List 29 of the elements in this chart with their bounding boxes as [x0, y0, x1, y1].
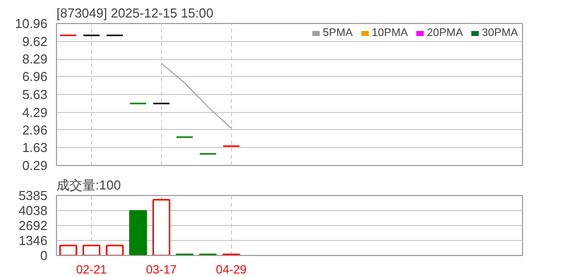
- y-tick-label: 6.96: [22, 69, 48, 84]
- y-tick-label: 5.63: [22, 86, 48, 102]
- bar: [106, 244, 124, 256]
- y-tick-label: 2692: [18, 218, 48, 234]
- chart-title: 成交量:100: [56, 178, 121, 192]
- y-tick-label: 9.62: [22, 34, 48, 49]
- bar: [59, 244, 78, 256]
- legend-label: 10PMA: [372, 27, 408, 39]
- y-tick-label: 10.96: [14, 16, 48, 31]
- bar: [129, 210, 147, 256]
- y-tick-label: 1.63: [22, 140, 48, 156]
- x-tick-label: 04-29: [216, 262, 247, 276]
- legend-label: 20PMA: [426, 27, 463, 39]
- chart-title: [873049] 2025-12-15 15:00: [56, 6, 214, 20]
- y-tick-label: 5385: [18, 188, 48, 203]
- bar: [82, 244, 100, 256]
- y-tick-label: 1346: [18, 233, 48, 248]
- y-tick-label: 2.96: [22, 122, 48, 138]
- legend-label: 30PMA: [482, 27, 518, 39]
- y-tick-label: 4038: [18, 203, 48, 218]
- x-tick-label: 03-17: [146, 262, 178, 276]
- y-tick-label: 8.29: [22, 52, 48, 67]
- x-tick-label: 02-21: [76, 262, 108, 276]
- bar: [152, 199, 170, 256]
- y-tick-label: 0.29: [22, 158, 48, 173]
- line-series: [160, 62, 232, 129]
- y-tick-label: 4.29: [22, 104, 48, 120]
- y-tick-label: 0: [40, 248, 48, 263]
- legend-label: 5PMA: [322, 27, 353, 39]
